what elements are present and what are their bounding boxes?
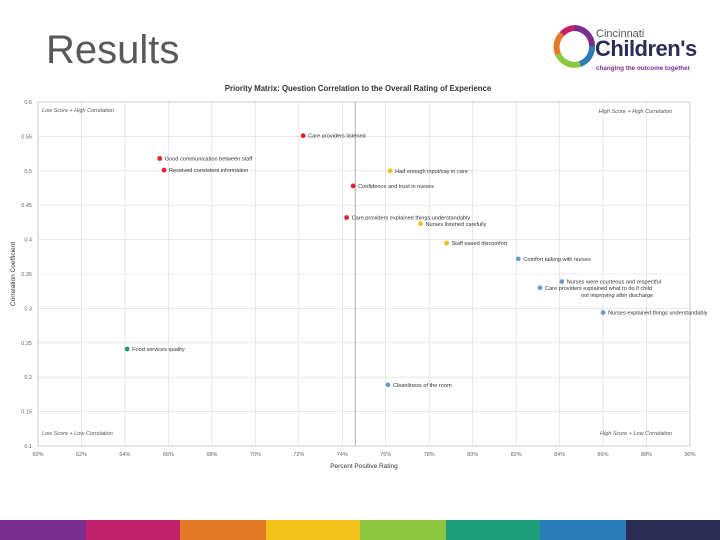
x-tick-label: 78% bbox=[424, 452, 435, 458]
quadrant-label-bottom-left: Low Score + Low Correlation bbox=[42, 431, 113, 437]
data-point bbox=[124, 346, 130, 352]
x-tick-label: 70% bbox=[250, 452, 261, 458]
y-tick-label: 0.35 bbox=[21, 272, 32, 278]
data-point-label: Nurses were courteous and respectful bbox=[567, 280, 661, 286]
footer-color-segment bbox=[539, 520, 627, 540]
y-tick-label: 0.6 bbox=[24, 100, 32, 106]
logo-tagline: changing the outcome together bbox=[596, 65, 691, 72]
y-tick-label: 0.55 bbox=[21, 134, 32, 140]
y-tick-label: 0.1 bbox=[24, 444, 32, 450]
quadrant-label-top-right: High Score + High Correlation bbox=[599, 109, 672, 115]
y-tick-label: 0.25 bbox=[21, 341, 32, 347]
data-point bbox=[600, 310, 606, 315]
data-point-label: Comfort talking with nurses bbox=[523, 257, 591, 263]
data-point-label: Care providers listened bbox=[308, 134, 366, 140]
quadrant-label-bottom-right: High Score + Low Correlation bbox=[600, 431, 672, 437]
chart-grid bbox=[37, 101, 691, 447]
x-axis-label: Percent Positive Rating bbox=[330, 463, 398, 470]
x-tick-label: 66% bbox=[163, 452, 174, 458]
data-point-label: Nurses explained things understandably bbox=[608, 311, 708, 317]
data-point bbox=[537, 285, 543, 291]
data-point-label: Food services quality bbox=[132, 347, 185, 353]
x-tick-label: 84% bbox=[554, 452, 565, 458]
x-tick-label: 76% bbox=[380, 452, 391, 458]
data-point-label: Confidence and trust in nurses bbox=[358, 184, 434, 190]
priority-matrix-chart: Priority Matrix: Question Correlation to… bbox=[10, 84, 708, 470]
data-point-label: Care providers explained what to do if c… bbox=[545, 286, 653, 299]
y-tick-label: 0.3 bbox=[24, 306, 32, 312]
data-point-label: Nurses listened carefully bbox=[426, 222, 487, 228]
y-axis-label: Correlation Coefficient bbox=[10, 242, 17, 306]
data-point-label: Cleanliness of the room bbox=[393, 383, 452, 389]
plot-area-border bbox=[37, 101, 691, 447]
logo-mark-icon bbox=[553, 25, 595, 68]
x-tick-label: 62% bbox=[76, 452, 87, 458]
footer-color-segment bbox=[359, 520, 447, 540]
data-point bbox=[444, 240, 449, 246]
footer-color-segment bbox=[446, 520, 540, 540]
footer-color-segment bbox=[86, 520, 180, 540]
y-tick-label: 0.15 bbox=[21, 410, 32, 416]
x-tick-label: 86% bbox=[598, 452, 609, 458]
data-point-label: Good communication between staff bbox=[165, 156, 253, 162]
footer-color-segment bbox=[266, 520, 360, 540]
slide-title: Results bbox=[46, 28, 180, 72]
y-tick-label: 0.4 bbox=[24, 238, 32, 244]
data-point bbox=[385, 382, 391, 388]
data-point bbox=[344, 215, 350, 220]
logo-line2: Children's bbox=[595, 36, 697, 61]
quadrant-label-top-left: Low Score + High Correlation bbox=[42, 108, 114, 114]
data-point bbox=[559, 279, 565, 284]
data-point bbox=[515, 256, 521, 262]
y-tick-label: 0.45 bbox=[21, 203, 32, 209]
data-point bbox=[350, 183, 356, 189]
x-tick-label: 60% bbox=[32, 452, 43, 458]
x-tick-label: 88% bbox=[641, 452, 652, 458]
x-tick-label: 74% bbox=[337, 452, 348, 458]
x-tick-label: 64% bbox=[119, 452, 130, 458]
y-axis-ticks: 0.1 0.15 0.2 0.25 0.3 0.35 0.4 0.45 0.5 0.55 0.6 bbox=[21, 100, 32, 450]
data-point bbox=[157, 156, 163, 161]
y-tick-label: 0.5 bbox=[24, 169, 32, 175]
y-tick-label: 0.2 bbox=[24, 375, 32, 381]
cincinnati-childrens-logo: Cincinnati Children's changing the outco… bbox=[552, 22, 702, 78]
data-point-label: Had enough input/say in care bbox=[395, 169, 468, 175]
data-point-label: Care providers explained things understa… bbox=[352, 216, 471, 222]
data-point bbox=[300, 133, 306, 139]
data-point bbox=[161, 167, 167, 173]
logo-line1: Cincinnati bbox=[596, 28, 645, 40]
x-axis-ticks: 60% 62% 64% 66% 68% 70% 72% 74% 76% 78% 80% 82% 84% 8… bbox=[32, 452, 695, 458]
footer-color-bar bbox=[0, 520, 720, 540]
chart-title: Priority Matrix: Question Correlation to… bbox=[225, 84, 492, 93]
x-tick-label: 82% bbox=[511, 452, 522, 458]
footer-color-segment bbox=[626, 520, 720, 540]
footer-color-segment bbox=[0, 520, 87, 540]
data-point bbox=[418, 221, 423, 227]
x-tick-label: 80% bbox=[467, 452, 478, 458]
x-tick-label: 90% bbox=[684, 452, 695, 458]
x-tick-label: 72% bbox=[293, 452, 304, 458]
data-point-label: Staff eased discomfort bbox=[452, 241, 508, 247]
x-tick-label: 68% bbox=[206, 452, 217, 458]
data-point-label: Received consistent information bbox=[169, 168, 248, 174]
data-point bbox=[387, 168, 393, 174]
data-points: Care providers listened Good communicatio… bbox=[124, 133, 708, 389]
footer-color-segment bbox=[179, 520, 267, 540]
